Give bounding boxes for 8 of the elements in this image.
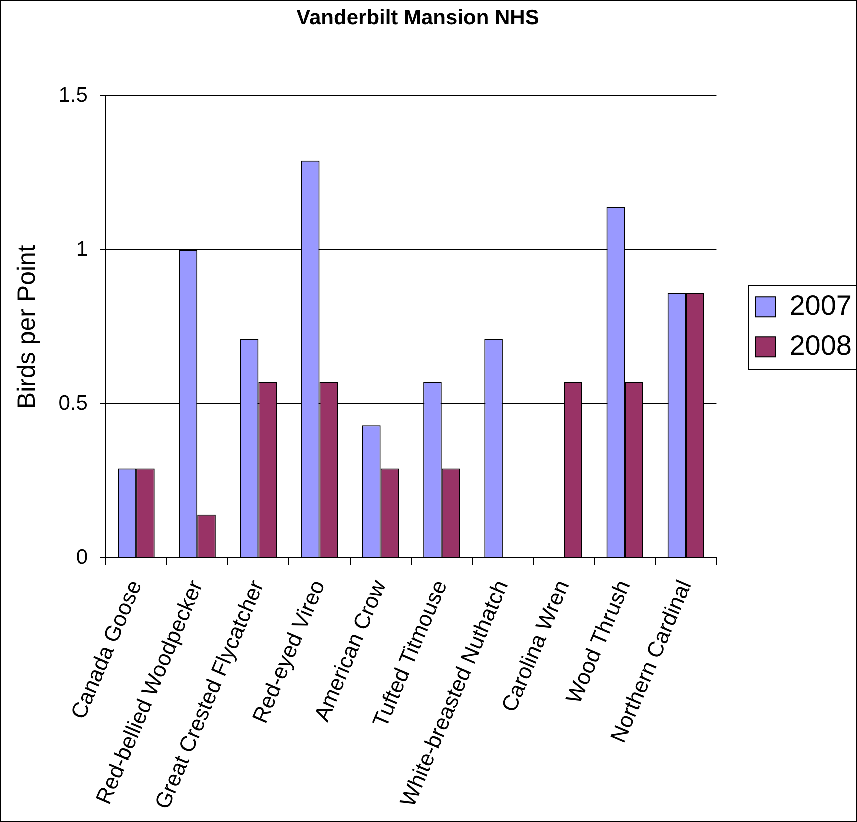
y-tick-label: 0.5 (58, 392, 88, 415)
y-axis-title: Birds per Point (12, 245, 41, 410)
y-tick-label: 1.5 (58, 84, 88, 107)
legend-label: 2007 (790, 290, 852, 321)
legend-label: 2008 (790, 330, 852, 361)
y-tick-label: 1 (76, 238, 88, 261)
chart-title: Vanderbilt Mansion NHS (296, 6, 540, 30)
y-tick-label: 0 (76, 546, 88, 569)
